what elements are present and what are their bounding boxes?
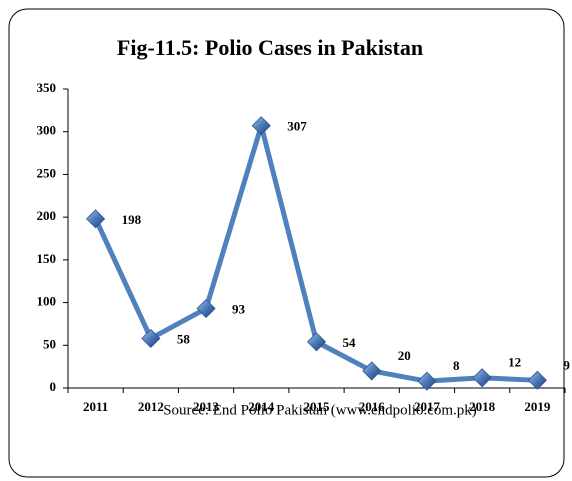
y-tick-label: 150 — [37, 251, 57, 266]
data-label: 307 — [287, 119, 307, 134]
x-tick-label: 2018 — [469, 399, 496, 414]
y-tick-label: 100 — [37, 294, 57, 309]
y-tick-label: 0 — [50, 379, 57, 394]
chart-title: Fig-11.5: Polio Cases in Pakistan — [117, 35, 423, 60]
marker — [306, 332, 327, 352]
source-note: Source: End Polio Pakistan (www.endpolio… — [163, 402, 477, 418]
x-tick-label: 2017 — [414, 399, 441, 414]
y-tick-label: 250 — [37, 165, 57, 180]
marker — [196, 298, 216, 319]
marker — [86, 209, 106, 229]
marker — [141, 328, 161, 349]
marker — [362, 361, 382, 381]
y-tick-label: 300 — [37, 123, 57, 138]
data-label: 93 — [232, 302, 246, 317]
marker — [417, 371, 437, 391]
x-tick-label: 2011 — [83, 399, 108, 414]
data-label: 12 — [508, 355, 521, 370]
data-label: 9 — [563, 357, 570, 372]
x-tick-label: 2016 — [359, 399, 386, 414]
marker — [472, 368, 492, 388]
x-tick-label: 2019 — [524, 399, 551, 414]
data-label: 20 — [398, 348, 411, 363]
chart-frame — [8, 8, 565, 478]
y-tick-label: 200 — [37, 208, 57, 223]
marker — [251, 116, 271, 136]
x-tick-label: 2015 — [304, 399, 331, 414]
x-tick-label: 2012 — [138, 399, 164, 414]
data-label: 58 — [177, 331, 191, 346]
marker — [527, 370, 547, 390]
data-label: 198 — [122, 212, 142, 227]
data-label: 8 — [453, 358, 460, 373]
y-tick-label: 350 — [37, 80, 57, 95]
y-tick-label: 50 — [43, 336, 56, 351]
x-tick-label: 2014 — [248, 399, 275, 414]
x-tick-label: 2013 — [193, 399, 220, 414]
data-label: 54 — [343, 335, 357, 350]
